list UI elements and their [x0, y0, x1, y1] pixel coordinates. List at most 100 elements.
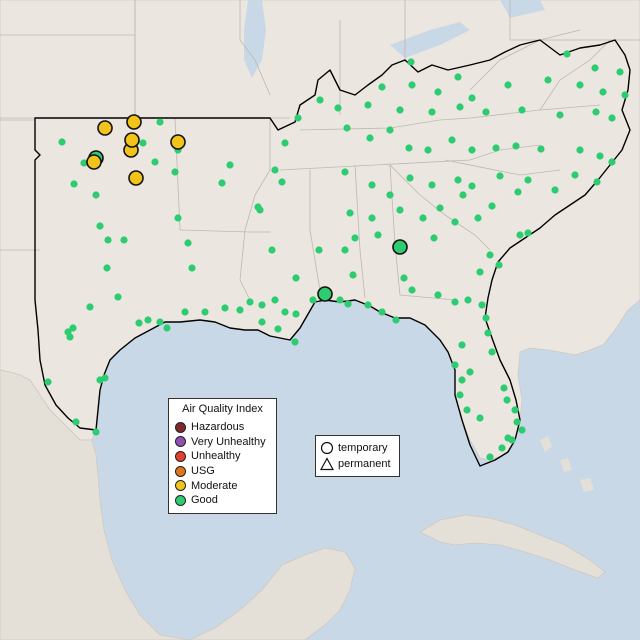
- monitor-point-good[interactable]: [486, 251, 494, 259]
- monitor-point-good[interactable]: [336, 296, 344, 304]
- monitor-point-good[interactable]: [156, 118, 164, 126]
- monitor-point-good[interactable]: [503, 396, 511, 404]
- monitor-point-good[interactable]: [563, 50, 571, 58]
- monitor-point-good[interactable]: [468, 146, 476, 154]
- monitor-point-good[interactable]: [430, 234, 438, 242]
- monitor-point-good[interactable]: [454, 176, 462, 184]
- monitor-point-good[interactable]: [334, 104, 342, 112]
- monitor-point-good[interactable]: [349, 271, 357, 279]
- monitor-point-good[interactable]: [120, 236, 128, 244]
- monitor-point-good[interactable]: [144, 316, 152, 324]
- monitor-point-good[interactable]: [448, 136, 456, 144]
- monitor-point-good[interactable]: [571, 171, 579, 179]
- monitor-point-good[interactable]: [596, 152, 604, 160]
- monitor-point-good[interactable]: [484, 329, 492, 337]
- monitor-point-good[interactable]: [621, 91, 629, 99]
- monitor-point-good[interactable]: [341, 168, 349, 176]
- monitor-point-good[interactable]: [366, 134, 374, 142]
- monitor-point-good[interactable]: [58, 138, 66, 146]
- monitor-point-good[interactable]: [278, 178, 286, 186]
- monitor-point-good[interactable]: [268, 246, 276, 254]
- monitor-point-good[interactable]: [184, 239, 192, 247]
- monitor-point-good[interactable]: [504, 434, 512, 442]
- monitor-point-moderate[interactable]: [124, 132, 140, 148]
- monitor-point-good[interactable]: [174, 214, 182, 222]
- monitor-point-good[interactable]: [428, 108, 436, 116]
- monitor-point-good[interactable]: [291, 338, 299, 346]
- monitor-point-good[interactable]: [576, 146, 584, 154]
- monitor-point-good[interactable]: [458, 341, 466, 349]
- monitor-point-moderate[interactable]: [126, 114, 142, 130]
- monitor-point-moderate[interactable]: [86, 154, 102, 170]
- monitor-point-good-large[interactable]: [317, 286, 333, 302]
- monitor-point-good[interactable]: [66, 333, 74, 341]
- monitor-point-good[interactable]: [488, 202, 496, 210]
- monitor-point-good[interactable]: [616, 68, 624, 76]
- monitor-point-good[interactable]: [451, 298, 459, 306]
- monitor-point-good[interactable]: [315, 246, 323, 254]
- monitor-point-good[interactable]: [591, 64, 599, 72]
- monitor-point-good[interactable]: [281, 308, 289, 316]
- monitor-point-good[interactable]: [69, 324, 77, 332]
- monitor-point-good[interactable]: [463, 406, 471, 414]
- monitor-point-good[interactable]: [407, 58, 415, 66]
- monitor-point-good[interactable]: [476, 414, 484, 422]
- monitor-point-good[interactable]: [576, 81, 584, 89]
- monitor-point-good[interactable]: [518, 426, 526, 434]
- monitor-point-good[interactable]: [386, 126, 394, 134]
- monitor-point-good[interactable]: [434, 88, 442, 96]
- monitor-point-good[interactable]: [316, 96, 324, 104]
- monitor-point-good[interactable]: [451, 361, 459, 369]
- monitor-point-good[interactable]: [281, 139, 289, 147]
- monitor-point-good[interactable]: [294, 114, 302, 122]
- monitor-point-good[interactable]: [271, 166, 279, 174]
- monitor-point-moderate[interactable]: [170, 134, 186, 150]
- monitor-point-good[interactable]: [201, 308, 209, 316]
- monitor-point-good[interactable]: [258, 318, 266, 326]
- monitor-point-good[interactable]: [512, 142, 520, 150]
- monitor-point-good[interactable]: [236, 306, 244, 314]
- monitor-point-good[interactable]: [386, 191, 394, 199]
- monitor-point-good[interactable]: [163, 324, 171, 332]
- monitor-point-good[interactable]: [292, 310, 300, 318]
- monitor-point-good[interactable]: [500, 384, 508, 392]
- monitor-point-good[interactable]: [292, 274, 300, 282]
- monitor-point-good[interactable]: [436, 204, 444, 212]
- monitor-point-good[interactable]: [396, 206, 404, 214]
- monitor-point-good[interactable]: [474, 214, 482, 222]
- monitor-point-moderate[interactable]: [128, 170, 144, 186]
- monitor-point-good[interactable]: [466, 368, 474, 376]
- monitor-point-good[interactable]: [478, 301, 486, 309]
- monitor-point-good[interactable]: [556, 111, 564, 119]
- monitor-point-good[interactable]: [458, 376, 466, 384]
- monitor-point-good[interactable]: [593, 178, 601, 186]
- monitor-point-good[interactable]: [344, 300, 352, 308]
- monitor-point-good[interactable]: [456, 103, 464, 111]
- monitor-point-good[interactable]: [92, 191, 100, 199]
- monitor-point-good[interactable]: [459, 191, 467, 199]
- monitor-point-good[interactable]: [364, 101, 372, 109]
- monitor-point-good[interactable]: [151, 158, 159, 166]
- monitor-point-good[interactable]: [498, 444, 506, 452]
- monitor-point-good[interactable]: [514, 188, 522, 196]
- monitor-point-good-large[interactable]: [392, 239, 408, 255]
- monitor-point-good[interactable]: [392, 316, 400, 324]
- monitor-point-good[interactable]: [103, 264, 111, 272]
- monitor-point-good[interactable]: [101, 374, 109, 382]
- monitor-point-moderate[interactable]: [97, 120, 113, 136]
- monitor-point-good[interactable]: [226, 161, 234, 169]
- monitor-point-good[interactable]: [511, 406, 519, 414]
- monitor-point-good[interactable]: [608, 158, 616, 166]
- monitor-point-good[interactable]: [516, 231, 524, 239]
- monitor-point-good[interactable]: [139, 139, 147, 147]
- monitor-point-good[interactable]: [551, 186, 559, 194]
- monitor-point-good[interactable]: [408, 286, 416, 294]
- monitor-point-good[interactable]: [72, 418, 80, 426]
- monitor-point-good[interactable]: [309, 296, 317, 304]
- monitor-point-good[interactable]: [456, 391, 464, 399]
- monitor-point-good[interactable]: [544, 76, 552, 84]
- monitor-point-good[interactable]: [424, 146, 432, 154]
- monitor-point-good[interactable]: [218, 179, 226, 187]
- monitor-point-good[interactable]: [156, 318, 164, 326]
